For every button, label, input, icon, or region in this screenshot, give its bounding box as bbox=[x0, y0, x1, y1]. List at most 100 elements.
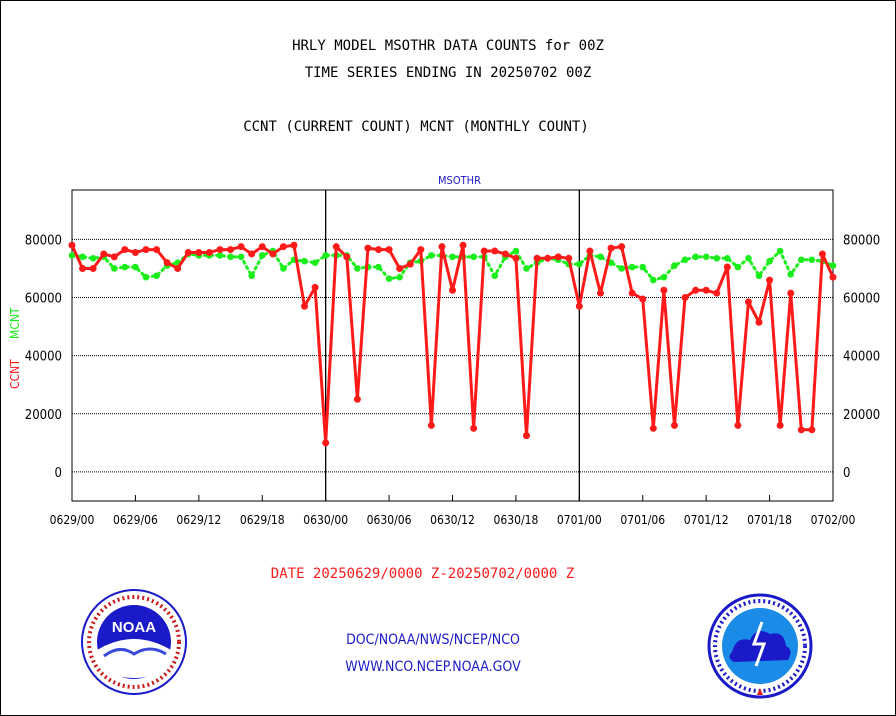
data-point-mcnt bbox=[110, 265, 118, 272]
data-point-ccnt bbox=[258, 243, 266, 251]
x-tick-label: 0629/18 bbox=[240, 513, 285, 527]
data-point-ccnt bbox=[417, 246, 425, 254]
data-point-mcnt bbox=[322, 252, 329, 259]
data-point-ccnt bbox=[227, 246, 235, 254]
footer-website[interactable]: WWW.NCO.NCEP.NOAA.GOV bbox=[345, 659, 521, 675]
data-point-ccnt bbox=[808, 426, 816, 434]
data-point-ccnt bbox=[681, 294, 689, 302]
data-point-ccnt bbox=[533, 254, 541, 262]
data-point-mcnt bbox=[227, 253, 234, 261]
data-point-ccnt bbox=[692, 286, 700, 294]
data-point-mcnt bbox=[787, 270, 795, 278]
x-tick-label: 0701/12 bbox=[684, 513, 729, 527]
x-tick-label: 0701/06 bbox=[620, 513, 665, 527]
data-point-ccnt bbox=[396, 264, 404, 272]
data-point-mcnt bbox=[121, 263, 129, 271]
data-point-ccnt bbox=[628, 289, 636, 297]
data-point-mcnt bbox=[671, 262, 678, 269]
y-tick-label-right: 80000 bbox=[843, 233, 880, 248]
data-point-ccnt bbox=[89, 264, 97, 272]
data-point-ccnt bbox=[702, 286, 710, 294]
data-point-mcnt bbox=[628, 263, 636, 271]
data-point-ccnt bbox=[174, 264, 182, 272]
data-point-mcnt bbox=[523, 265, 530, 272]
x-tick-label: 0701/00 bbox=[557, 513, 602, 527]
data-point-ccnt bbox=[142, 246, 150, 254]
data-point-ccnt bbox=[544, 254, 552, 262]
data-point-ccnt bbox=[787, 289, 795, 297]
data-point-ccnt bbox=[279, 243, 287, 251]
data-point-ccnt bbox=[205, 248, 213, 256]
data-point-mcnt bbox=[428, 252, 435, 259]
x-tick-label: 0701/18 bbox=[747, 513, 792, 527]
data-point-ccnt bbox=[216, 246, 224, 254]
x-tick-label: 0629/12 bbox=[176, 513, 221, 527]
x-tick-label: 0702/00 bbox=[811, 513, 856, 527]
data-point-ccnt bbox=[131, 248, 139, 256]
data-point-mcnt bbox=[713, 255, 721, 262]
data-point-ccnt bbox=[353, 395, 361, 403]
data-point-ccnt bbox=[427, 421, 435, 429]
chart-title: MSOTHR bbox=[438, 174, 481, 187]
data-point-mcnt bbox=[512, 247, 520, 255]
data-point-ccnt bbox=[480, 247, 488, 255]
data-point-mcnt bbox=[660, 273, 668, 281]
data-point-ccnt bbox=[375, 246, 383, 254]
data-point-ccnt bbox=[459, 241, 467, 249]
data-point-mcnt bbox=[576, 260, 583, 268]
data-point-mcnt bbox=[237, 253, 245, 261]
data-point-ccnt bbox=[744, 298, 752, 306]
x-tick-label: 0629/06 bbox=[113, 513, 158, 527]
data-point-mcnt bbox=[280, 265, 287, 272]
data-point-ccnt bbox=[68, 241, 76, 249]
y-tick-label-left: 60000 bbox=[25, 292, 62, 307]
data-point-mcnt bbox=[618, 265, 625, 272]
y-tick-label-right: 40000 bbox=[843, 350, 880, 365]
data-point-mcnt bbox=[724, 255, 731, 262]
data-point-mcnt bbox=[797, 256, 805, 264]
data-point-mcnt bbox=[449, 253, 456, 261]
data-point-ccnt bbox=[269, 250, 277, 258]
data-point-ccnt bbox=[829, 273, 837, 281]
data-point-ccnt bbox=[100, 250, 108, 258]
data-point-ccnt bbox=[818, 250, 826, 258]
data-point-mcnt bbox=[216, 252, 224, 259]
data-point-mcnt bbox=[89, 255, 97, 262]
y-tick-label-right: 60000 bbox=[843, 292, 880, 307]
data-point-ccnt bbox=[586, 247, 594, 255]
data-point-mcnt bbox=[153, 272, 160, 280]
data-point-ccnt bbox=[596, 289, 604, 297]
data-point-mcnt bbox=[808, 256, 816, 264]
data-point-mcnt bbox=[734, 263, 742, 271]
data-point-mcnt bbox=[491, 272, 499, 280]
data-point-mcnt bbox=[776, 247, 784, 255]
y-tick-label-left: 40000 bbox=[25, 350, 62, 365]
y-tick-label-left: 80000 bbox=[25, 233, 62, 248]
data-point-ccnt bbox=[575, 302, 583, 310]
data-point-ccnt bbox=[618, 243, 626, 251]
data-point-ccnt bbox=[248, 250, 256, 258]
data-point-ccnt bbox=[237, 243, 245, 251]
data-point-mcnt bbox=[692, 253, 699, 261]
data-point-mcnt bbox=[375, 263, 382, 271]
data-point-ccnt bbox=[449, 286, 456, 294]
data-point-ccnt bbox=[501, 250, 509, 258]
data-point-mcnt bbox=[248, 272, 255, 280]
data-point-ccnt bbox=[670, 421, 678, 429]
data-point-ccnt bbox=[660, 286, 668, 294]
x-axis-label: DATE 20250629/0000 Z-20250702/0000 Z bbox=[271, 566, 574, 582]
data-point-mcnt bbox=[301, 257, 308, 265]
national-weather-service-logo-icon bbox=[707, 593, 813, 699]
data-point-ccnt bbox=[311, 283, 319, 291]
data-point-mcnt bbox=[829, 262, 837, 269]
data-point-mcnt bbox=[142, 273, 150, 281]
y-axis-label-mcnt: MCNT bbox=[8, 307, 22, 339]
data-point-ccnt bbox=[290, 241, 298, 249]
data-point-ccnt bbox=[153, 246, 161, 254]
footer-agency: DOC/NOAA/NWS/NCEP/NCO bbox=[346, 632, 520, 648]
y-axis-label-ccnt: CCNT bbox=[8, 359, 22, 389]
data-point-ccnt bbox=[79, 264, 87, 272]
data-point-ccnt bbox=[734, 421, 742, 429]
data-point-mcnt bbox=[132, 263, 139, 271]
data-point-ccnt bbox=[406, 260, 414, 268]
